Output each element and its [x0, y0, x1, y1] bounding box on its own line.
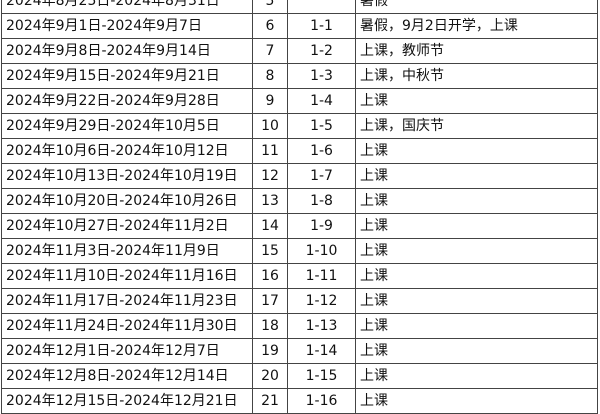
- note-cell: 上课: [355, 263, 598, 289]
- note-cell: 上课: [355, 238, 598, 264]
- week-number-cell: 12: [252, 163, 288, 189]
- week-number-cell: 6: [252, 13, 288, 39]
- teaching-week-cell: [287, 0, 356, 14]
- date-range-cell: 2024年10月6日-2024年10月12日: [1, 138, 253, 164]
- note-cell: 上课: [355, 338, 598, 364]
- week-number-cell: 15: [252, 238, 288, 264]
- date-range-cell: 2024年10月20日-2024年10月26日: [1, 188, 253, 214]
- week-number-cell: 17: [252, 288, 288, 314]
- table-row: 2024年9月22日-2024年9月28日 9 1-4 上课: [1, 88, 598, 114]
- note-cell: 上课: [355, 288, 598, 314]
- week-number-cell: 7: [252, 38, 288, 64]
- week-number-cell: 14: [252, 213, 288, 239]
- date-range-cell: 2024年11月24日-2024年11月30日: [1, 313, 253, 339]
- date-range-cell: 2024年8月25日-2024年8月31日: [1, 0, 253, 14]
- table-row: 2024年12月15日-2024年12月21日 21 1-16 上课: [1, 388, 598, 414]
- teaching-week-cell: 1-11: [287, 263, 356, 289]
- date-range-cell: 2024年11月17日-2024年11月23日: [1, 288, 253, 314]
- teaching-week-cell: 1-7: [287, 163, 356, 189]
- note-cell: 上课: [355, 138, 598, 164]
- date-range-cell: 2024年11月10日-2024年11月16日: [1, 263, 253, 289]
- teaching-week-cell: 1-14: [287, 338, 356, 364]
- table-row: 2024年12月8日-2024年12月14日 20 1-15 上课: [1, 363, 598, 389]
- week-number-cell: 13: [252, 188, 288, 214]
- week-number-cell: 19: [252, 338, 288, 364]
- week-number-cell: 20: [252, 363, 288, 389]
- week-number-cell: 16: [252, 263, 288, 289]
- table-row: 2024年11月3日-2024年11月9日 15 1-10 上课: [1, 238, 598, 264]
- table-row: 2024年9月1日-2024年9月7日 6 1-1 暑假，9月2日开学，上课: [1, 13, 598, 39]
- note-cell: 上课: [355, 313, 598, 339]
- table-row: 2024年9月29日-2024年10月5日 10 1-5 上课，国庆节: [1, 113, 598, 139]
- note-cell: 上课: [355, 363, 598, 389]
- week-number-cell: 10: [252, 113, 288, 139]
- table-row: 2024年11月24日-2024年11月30日 18 1-13 上课: [1, 313, 598, 339]
- teaching-week-cell: 1-8: [287, 188, 356, 214]
- table-row: 2024年8月25日-2024年8月31日 5 暑假: [1, 0, 598, 14]
- note-cell: 上课: [355, 188, 598, 214]
- week-number-cell: 5: [252, 0, 288, 14]
- teaching-week-cell: 1-16: [287, 388, 356, 414]
- note-cell: 上课: [355, 213, 598, 239]
- week-number-cell: 8: [252, 63, 288, 89]
- date-range-cell: 2024年12月15日-2024年12月21日: [1, 388, 253, 414]
- note-cell: 上课，教师节: [355, 38, 598, 64]
- teaching-week-cell: 1-15: [287, 363, 356, 389]
- table-row: 2024年12月1日-2024年12月7日 19 1-14 上课: [1, 338, 598, 364]
- note-cell: 上课，中秋节: [355, 63, 598, 89]
- date-range-cell: 2024年11月3日-2024年11月9日: [1, 238, 253, 264]
- week-number-cell: 11: [252, 138, 288, 164]
- note-cell: 上课，国庆节: [355, 113, 598, 139]
- week-number-cell: 21: [252, 388, 288, 414]
- date-range-cell: 2024年12月1日-2024年12月7日: [1, 338, 253, 364]
- teaching-week-cell: 1-1: [287, 13, 356, 39]
- date-range-cell: 2024年9月22日-2024年9月28日: [1, 88, 253, 114]
- date-range-cell: 2024年10月13日-2024年10月19日: [1, 163, 253, 189]
- teaching-week-cell: 1-3: [287, 63, 356, 89]
- table-row: 2024年10月6日-2024年10月12日 11 1-6 上课: [1, 138, 598, 164]
- teaching-week-cell: 1-5: [287, 113, 356, 139]
- note-cell: 上课: [355, 388, 598, 414]
- date-range-cell: 2024年12月8日-2024年12月14日: [1, 363, 253, 389]
- table-row: 2024年10月27日-2024年11月2日 14 1-9 上课: [1, 213, 598, 239]
- table-row: 2024年11月10日-2024年11月16日 16 1-11 上课: [1, 263, 598, 289]
- teaching-week-cell: 1-10: [287, 238, 356, 264]
- table-row: 2024年10月20日-2024年10月26日 13 1-8 上课: [1, 188, 598, 214]
- date-range-cell: 2024年10月27日-2024年11月2日: [1, 213, 253, 239]
- teaching-week-cell: 1-12: [287, 288, 356, 314]
- date-range-cell: 2024年9月8日-2024年9月14日: [1, 38, 253, 64]
- table-row: 2024年10月13日-2024年10月19日 12 1-7 上课: [1, 163, 598, 189]
- table-row: 2024年11月17日-2024年11月23日 17 1-12 上课: [1, 288, 598, 314]
- teaching-week-cell: 1-4: [287, 88, 356, 114]
- table-row: 2024年9月8日-2024年9月14日 7 1-2 上课，教师节: [1, 38, 598, 64]
- date-range-cell: 2024年9月29日-2024年10月5日: [1, 113, 253, 139]
- note-cell: 上课: [355, 163, 598, 189]
- date-range-cell: 2024年9月1日-2024年9月7日: [1, 13, 253, 39]
- note-cell: 暑假，9月2日开学，上课: [355, 13, 598, 39]
- week-number-cell: 9: [252, 88, 288, 114]
- date-range-cell: 2024年9月15日-2024年9月21日: [1, 63, 253, 89]
- note-cell: 上课: [355, 88, 598, 114]
- week-number-cell: 18: [252, 313, 288, 339]
- teaching-week-cell: 1-9: [287, 213, 356, 239]
- table-row: 2024年9月15日-2024年9月21日 8 1-3 上课，中秋节: [1, 63, 598, 89]
- teaching-week-cell: 1-6: [287, 138, 356, 164]
- teaching-week-cell: 1-2: [287, 38, 356, 64]
- note-cell: 暑假: [355, 0, 598, 14]
- teaching-week-cell: 1-13: [287, 313, 356, 339]
